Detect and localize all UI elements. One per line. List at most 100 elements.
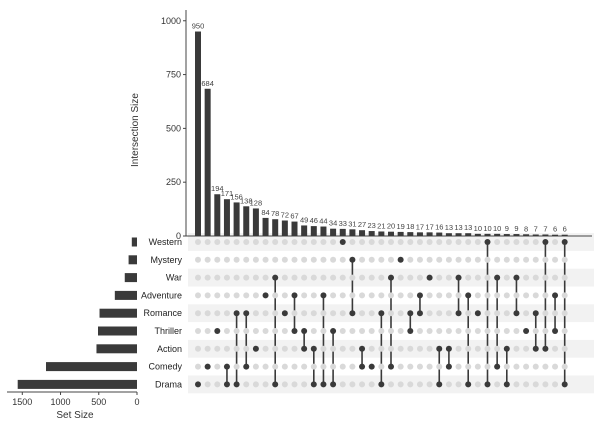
intersection-bar-label: 194 [211, 184, 224, 193]
intersection-bar-label: 67 [290, 212, 298, 221]
membership-dot-empty [455, 328, 462, 334]
membership-dot-filled [445, 345, 452, 352]
intersection-bar [445, 233, 452, 236]
membership-dot-filled [455, 310, 462, 317]
membership-dot-filled [320, 292, 327, 299]
membership-dot-empty [252, 239, 259, 245]
membership-dot-empty [368, 328, 375, 334]
membership-matrix [195, 239, 568, 388]
membership-dot-filled [223, 363, 230, 370]
membership-dot-empty [445, 310, 452, 317]
membership-dot-empty [542, 363, 549, 370]
membership-dot-empty [474, 274, 481, 281]
membership-dot-empty [310, 328, 317, 334]
membership-dot-empty [484, 274, 491, 281]
intersection-bar [494, 233, 501, 236]
membership-dot-empty [407, 345, 414, 352]
intersection-bar-label: 10 [483, 224, 491, 233]
membership-dot-empty [523, 256, 530, 263]
membership-dot-empty [523, 310, 530, 317]
membership-dot-empty [339, 345, 346, 352]
membership-dot-filled [330, 381, 337, 388]
membership-dot-filled [204, 363, 211, 370]
membership-dot-filled [436, 381, 443, 388]
membership-dot-filled [426, 274, 433, 281]
intersection-bar [233, 202, 240, 236]
membership-dot-empty [320, 274, 327, 281]
membership-dot-empty [378, 239, 385, 245]
membership-dot-empty [204, 381, 211, 388]
intersection-bar-label: 18 [406, 222, 414, 231]
membership-dot-empty [243, 274, 250, 281]
intersection-bar-label: 19 [396, 222, 404, 231]
membership-dot-filled [474, 310, 481, 317]
membership-dot-empty [320, 328, 327, 334]
membership-dot-empty [465, 328, 472, 334]
intersection-bar [320, 226, 327, 236]
membership-dot-empty [214, 345, 221, 352]
membership-dot-empty [349, 239, 356, 245]
membership-dot-empty [243, 381, 250, 388]
intersection-axis-tick-label: 500 [166, 123, 181, 133]
intersection-bar [532, 234, 539, 236]
intersection-bar-label: 9 [505, 224, 509, 233]
membership-dot-empty [243, 345, 250, 352]
membership-dot-empty [397, 328, 404, 334]
membership-dot-empty [474, 292, 481, 299]
membership-dot-empty [320, 239, 327, 245]
membership-dot-empty [214, 381, 221, 388]
intersection-axis-tick-label: 0 [176, 231, 181, 241]
membership-dot-empty [281, 239, 288, 245]
membership-dot-empty [223, 292, 230, 299]
membership-dot-empty [561, 328, 568, 334]
intersection-bar-label: 78 [271, 209, 279, 218]
membership-dot-empty [301, 256, 308, 263]
membership-dot-empty [291, 381, 298, 388]
membership-dot-empty [532, 363, 539, 370]
membership-dot-empty [503, 328, 510, 334]
membership-dot-empty [214, 310, 221, 317]
membership-dot-filled [532, 345, 539, 352]
intersection-bar-label: 27 [358, 220, 366, 229]
set-label: Romance [143, 308, 182, 318]
membership-dot-empty [503, 239, 510, 245]
membership-dot-filled [272, 381, 279, 388]
membership-dot-empty [330, 292, 337, 299]
set-size-axis-tick-label: 1000 [51, 397, 71, 407]
membership-dot-empty [368, 239, 375, 245]
intersection-bar-label: 10 [493, 224, 501, 233]
membership-dot-filled [542, 345, 549, 352]
intersection-bar [503, 234, 510, 236]
intersection-bar [484, 233, 491, 236]
membership-dot-empty [397, 239, 404, 245]
membership-dot-empty [252, 310, 259, 317]
membership-dot-empty [494, 292, 501, 299]
membership-dot-empty [532, 381, 539, 388]
membership-dot-empty [503, 256, 510, 263]
set-label: Comedy [148, 362, 182, 372]
membership-dot-empty [397, 381, 404, 388]
intersection-bar-label: 72 [281, 211, 289, 220]
membership-dot-empty [339, 381, 346, 388]
membership-dot-empty [465, 274, 472, 281]
membership-dot-empty [513, 381, 520, 388]
membership-dot-empty [523, 239, 530, 245]
membership-dot-empty [330, 345, 337, 352]
membership-dot-empty [561, 345, 568, 352]
membership-dot-empty [291, 310, 298, 317]
membership-dot-filled [349, 310, 356, 317]
membership-dot-empty [320, 363, 327, 370]
membership-dot-empty [513, 292, 520, 299]
membership-dot-filled [320, 381, 327, 388]
membership-dot-empty [397, 310, 404, 317]
membership-dot-empty [252, 363, 259, 370]
membership-dot-empty [243, 256, 250, 263]
intersection-bar [262, 217, 269, 236]
intersection-bar [397, 231, 404, 236]
membership-dot-filled [252, 345, 259, 352]
membership-dot-empty [233, 292, 240, 299]
membership-dot-empty [368, 345, 375, 352]
membership-dot-empty [388, 328, 394, 334]
membership-dot-empty [426, 381, 433, 388]
membership-dot-empty [474, 328, 481, 334]
